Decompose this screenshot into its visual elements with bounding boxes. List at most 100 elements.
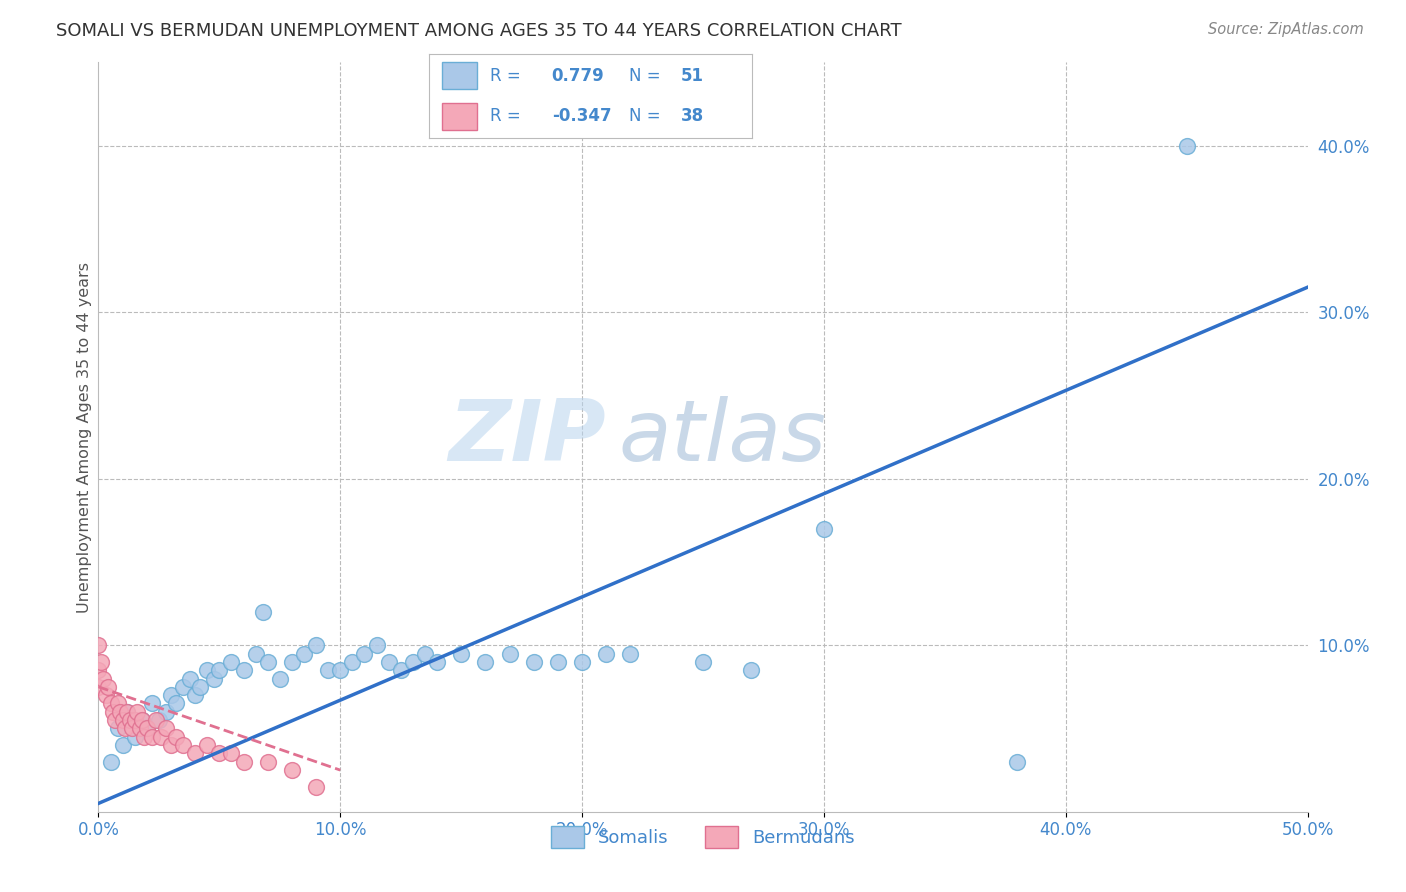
Point xyxy=(450,647,472,661)
Point xyxy=(131,713,153,727)
Point xyxy=(160,738,183,752)
Point xyxy=(474,655,496,669)
Point xyxy=(281,763,304,777)
Point xyxy=(141,697,163,711)
Point xyxy=(150,730,173,744)
Point xyxy=(269,672,291,686)
Point xyxy=(184,688,207,702)
Text: R =: R = xyxy=(491,107,526,125)
Point xyxy=(124,730,146,744)
Point xyxy=(184,747,207,761)
Point xyxy=(111,713,134,727)
Point xyxy=(118,713,141,727)
Point xyxy=(426,655,449,669)
Text: 51: 51 xyxy=(681,67,704,85)
Point xyxy=(114,722,136,736)
Point xyxy=(121,722,143,736)
Point xyxy=(1175,138,1198,153)
Point xyxy=(232,663,254,677)
Point xyxy=(329,663,352,677)
Point xyxy=(316,663,339,677)
Point xyxy=(179,672,201,686)
Point xyxy=(101,705,124,719)
Point xyxy=(188,680,211,694)
Point xyxy=(619,647,641,661)
Point xyxy=(221,655,243,669)
Text: R =: R = xyxy=(491,67,526,85)
Point xyxy=(107,697,129,711)
Point xyxy=(148,713,170,727)
Point xyxy=(117,705,139,719)
Point xyxy=(165,730,187,744)
Point xyxy=(377,655,399,669)
Point xyxy=(547,655,569,669)
Point xyxy=(595,647,617,661)
Point xyxy=(124,713,146,727)
Point xyxy=(111,738,134,752)
Point xyxy=(117,705,139,719)
Point xyxy=(87,680,110,694)
Text: N =: N = xyxy=(630,107,666,125)
Point xyxy=(172,680,194,694)
Text: Source: ZipAtlas.com: Source: ZipAtlas.com xyxy=(1208,22,1364,37)
Point xyxy=(498,647,520,661)
Point xyxy=(128,722,150,736)
Point xyxy=(305,638,328,652)
Text: 0.779: 0.779 xyxy=(551,67,605,85)
Point xyxy=(141,730,163,744)
Text: 38: 38 xyxy=(681,107,704,125)
Point xyxy=(104,713,127,727)
Point xyxy=(402,655,425,669)
Point xyxy=(135,722,157,736)
Point xyxy=(256,755,278,769)
Text: SOMALI VS BERMUDAN UNEMPLOYMENT AMONG AGES 35 TO 44 YEARS CORRELATION CHART: SOMALI VS BERMUDAN UNEMPLOYMENT AMONG AG… xyxy=(56,22,901,40)
Point xyxy=(87,663,110,677)
Point xyxy=(160,688,183,702)
Point xyxy=(221,747,243,761)
Point xyxy=(90,655,112,669)
Point xyxy=(740,663,762,677)
Point xyxy=(195,738,218,752)
Point xyxy=(305,780,328,794)
Point xyxy=(813,522,835,536)
Text: ZIP: ZIP xyxy=(449,395,606,479)
Point xyxy=(100,755,122,769)
Point xyxy=(91,672,114,686)
Text: atlas: atlas xyxy=(619,395,827,479)
Point xyxy=(571,655,593,669)
Point xyxy=(256,655,278,669)
Point xyxy=(389,663,412,677)
Point xyxy=(232,755,254,769)
Point xyxy=(1007,755,1029,769)
Point xyxy=(353,647,375,661)
Point xyxy=(131,713,153,727)
Point xyxy=(523,655,546,669)
Point xyxy=(134,730,156,744)
Point xyxy=(281,655,304,669)
Point xyxy=(204,672,226,686)
FancyBboxPatch shape xyxy=(441,103,478,130)
Point xyxy=(692,655,714,669)
FancyBboxPatch shape xyxy=(441,62,478,89)
Text: -0.347: -0.347 xyxy=(551,107,612,125)
Point xyxy=(413,647,436,661)
Legend: Somalis, Bermudans: Somalis, Bermudans xyxy=(544,819,862,855)
Point xyxy=(145,713,167,727)
Point xyxy=(208,747,231,761)
Point xyxy=(107,722,129,736)
Point xyxy=(127,705,149,719)
Point xyxy=(100,697,122,711)
Point xyxy=(195,663,218,677)
Point xyxy=(342,655,364,669)
Point xyxy=(108,705,131,719)
Y-axis label: Unemployment Among Ages 35 to 44 years: Unemployment Among Ages 35 to 44 years xyxy=(77,261,91,613)
Point xyxy=(87,638,110,652)
Point xyxy=(155,705,177,719)
Point xyxy=(208,663,231,677)
Point xyxy=(135,722,157,736)
Point xyxy=(292,647,315,661)
Point xyxy=(252,605,274,619)
Point xyxy=(165,697,187,711)
Point xyxy=(94,688,117,702)
Text: N =: N = xyxy=(630,67,666,85)
